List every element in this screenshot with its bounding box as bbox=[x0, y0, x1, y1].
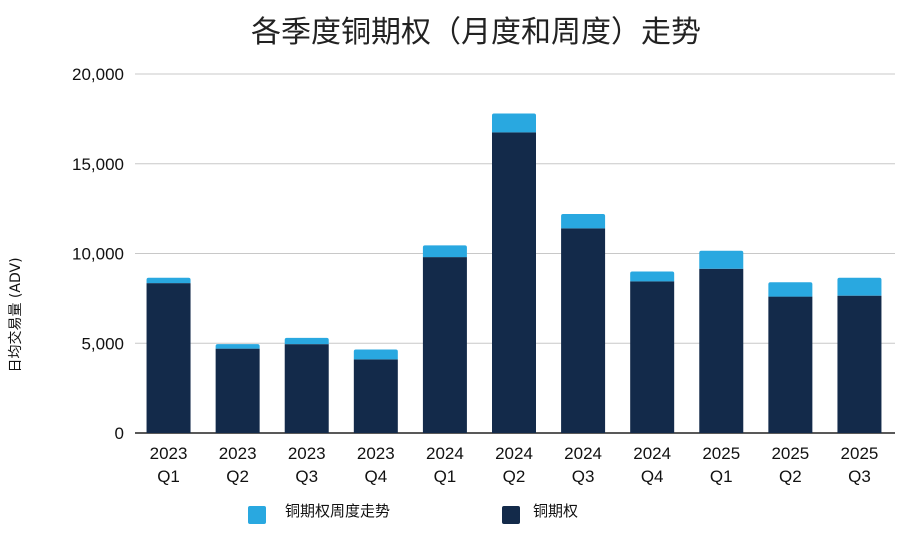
x-tick-year: 2024 bbox=[633, 444, 671, 463]
x-tick-year: 2024 bbox=[564, 444, 602, 463]
x-tick-year: 2025 bbox=[841, 444, 879, 463]
chart-title: 各季度铜期权（月度和周度）走势 bbox=[251, 15, 701, 50]
legend: 铜期权周度走势 铜期权 bbox=[248, 502, 578, 524]
x-tick-year: 2023 bbox=[219, 444, 257, 463]
x-tick-quarter: Q4 bbox=[364, 467, 387, 486]
bar-monthly bbox=[630, 281, 675, 433]
y-tick-label: 0 bbox=[115, 424, 124, 443]
bar-weekly bbox=[699, 250, 744, 269]
bar-weekly bbox=[768, 282, 813, 297]
x-tick-quarter: Q2 bbox=[503, 467, 526, 486]
x-tick-quarter: Q2 bbox=[226, 467, 249, 486]
x-tick-year: 2025 bbox=[702, 444, 740, 463]
x-tick-year: 2024 bbox=[426, 444, 464, 463]
x-tick-year: 2025 bbox=[771, 444, 809, 463]
bar-weekly bbox=[215, 344, 260, 349]
y-tick-label: 20,000 bbox=[72, 65, 124, 84]
x-tick-quarter: Q1 bbox=[710, 467, 733, 486]
bar-monthly bbox=[353, 359, 398, 433]
bar-monthly bbox=[561, 228, 606, 433]
bar-monthly bbox=[284, 344, 329, 433]
bar-monthly bbox=[215, 348, 260, 433]
x-tick-year: 2023 bbox=[288, 444, 326, 463]
x-tick-quarter: Q3 bbox=[848, 467, 871, 486]
bar-monthly bbox=[146, 283, 191, 433]
bar-monthly bbox=[837, 295, 882, 433]
bar-weekly bbox=[561, 214, 606, 229]
y-tick-label: 15,000 bbox=[72, 155, 124, 174]
bar-monthly bbox=[699, 268, 744, 433]
x-tick-year: 2024 bbox=[495, 444, 533, 463]
y-tick-label: 10,000 bbox=[72, 245, 124, 264]
bar-weekly bbox=[146, 277, 191, 284]
bar-weekly bbox=[284, 337, 329, 345]
y-axis-ticks: 0 5,000 10,000 15,000 20,000 bbox=[72, 65, 124, 443]
x-tick-quarter: Q1 bbox=[157, 467, 180, 486]
x-tick-year: 2023 bbox=[357, 444, 395, 463]
bar-weekly bbox=[353, 349, 398, 360]
x-tick-quarter: Q2 bbox=[779, 467, 802, 486]
y-axis-label: 日均交易量 (ADV) bbox=[7, 257, 24, 372]
bar-weekly bbox=[422, 245, 467, 258]
x-tick-quarter: Q3 bbox=[295, 467, 318, 486]
bar-weekly bbox=[492, 113, 536, 133]
bar-weekly bbox=[630, 271, 675, 282]
y-tick-label: 5,000 bbox=[81, 334, 124, 353]
x-tick-quarter: Q3 bbox=[572, 467, 595, 486]
legend-swatch bbox=[248, 506, 266, 524]
x-tick-quarter: Q4 bbox=[641, 467, 664, 486]
bars bbox=[146, 113, 882, 433]
bar-monthly bbox=[768, 296, 813, 433]
x-axis-ticks: 2023 Q1 2023 Q2 2023 Q3 2023 Q4 2024 Q1 2024 Q2 2024… bbox=[150, 444, 879, 486]
bar-monthly bbox=[492, 132, 536, 433]
x-tick-year: 2023 bbox=[150, 444, 188, 463]
x-tick-quarter: Q1 bbox=[434, 467, 457, 486]
bar-weekly bbox=[837, 277, 882, 296]
legend-label: 铜期权周度走势 bbox=[285, 502, 390, 520]
legend-label: 铜期权 bbox=[533, 502, 578, 520]
legend-swatch bbox=[502, 506, 520, 524]
bar-monthly bbox=[422, 257, 467, 433]
